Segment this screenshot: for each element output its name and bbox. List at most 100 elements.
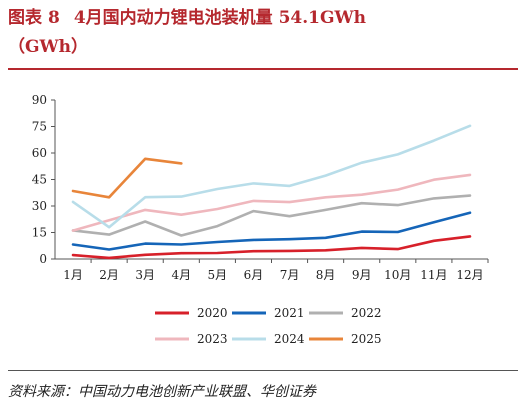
data-point-2024 <box>360 161 363 164</box>
data-point-2020 <box>72 254 74 256</box>
data-point-2021 <box>180 243 183 246</box>
data-point-2021 <box>144 242 147 245</box>
source-note: 资料来源：中国动力电池创新产业联盟、华创证券 <box>8 384 316 400</box>
x-tick-label: 7月 <box>280 268 300 282</box>
x-tick-label: 10月 <box>384 268 411 282</box>
data-point-2021 <box>324 237 327 239</box>
data-point-2022 <box>288 215 291 218</box>
figure-label: 图表 <box>8 8 42 28</box>
data-point-2022 <box>108 233 110 236</box>
series-line-2023 <box>71 173 472 232</box>
x-tick-label: 1月 <box>63 268 83 282</box>
y-tick-label: 60 <box>32 146 47 160</box>
data-point-2021 <box>396 231 399 233</box>
data-point-2024 <box>433 139 435 142</box>
data-point-2023 <box>433 178 435 181</box>
title-divider <box>8 68 518 70</box>
data-point-2020 <box>180 252 183 254</box>
x-tick-label: 11月 <box>420 268 447 282</box>
data-point-2021 <box>360 230 363 233</box>
y-tick-label: 30 <box>32 199 47 213</box>
data-point-2021 <box>216 241 219 243</box>
data-point-2021 <box>469 211 471 214</box>
data-point-2020 <box>144 253 147 256</box>
data-point-2023 <box>108 219 110 222</box>
data-point-2024 <box>144 196 147 198</box>
data-point-2020 <box>360 247 363 249</box>
y-tick-label: 0 <box>39 252 47 266</box>
data-point-2024 <box>396 153 399 156</box>
series-line-2020 <box>71 235 472 260</box>
data-point-2023 <box>72 229 74 232</box>
chart-series <box>71 124 472 260</box>
data-point-2022 <box>469 194 471 197</box>
series-line-2021 <box>71 211 472 251</box>
data-point-2023 <box>288 201 291 203</box>
data-point-2022 <box>324 209 327 211</box>
data-point-2021 <box>433 221 435 224</box>
x-tick-label: 3月 <box>135 268 155 282</box>
data-point-2020 <box>216 252 219 254</box>
series-line-2025 <box>71 157 183 199</box>
data-point-2023 <box>469 174 471 176</box>
x-tick-label: 8月 <box>316 268 336 282</box>
data-point-2024 <box>288 185 291 187</box>
data-point-2024 <box>216 188 219 190</box>
figure-number: 8 <box>48 8 60 28</box>
chart-axes: 0 15 30 45 60 75 90 1月 2月 3月 4月 5月 6月 7月 8月 9月 10月 11月 12月 <box>32 93 489 282</box>
data-point-2020 <box>433 240 435 242</box>
legend-label-2025: 2025 <box>351 332 382 346</box>
data-point-2022 <box>433 197 435 200</box>
unit-label: （GWh） <box>8 37 88 57</box>
data-point-2021 <box>108 248 110 251</box>
legend-label-2023: 2023 <box>197 332 228 346</box>
legend-label-2024: 2024 <box>274 332 305 346</box>
data-point-2024 <box>108 226 110 228</box>
x-tick-label: 6月 <box>244 268 264 282</box>
y-tick-label: 45 <box>32 173 47 187</box>
x-tick-label: 4月 <box>171 268 191 282</box>
data-point-2025 <box>108 196 110 199</box>
x-tick-label: 5月 <box>208 268 228 282</box>
data-point-2023 <box>180 213 183 216</box>
data-point-2023 <box>216 208 219 210</box>
chart-title: 图表 8 4月国内动力锂电池装机量 54.1GWh （GWh） <box>8 4 518 62</box>
data-point-2020 <box>252 250 255 253</box>
figure-title-text: 4月国内动力锂电池装机量 54.1GWh <box>73 8 366 28</box>
data-point-2024 <box>72 201 74 203</box>
legend-label-2022: 2022 <box>351 306 382 320</box>
y-tick-label: 15 <box>32 226 47 240</box>
data-point-2024 <box>469 124 471 127</box>
data-point-2020 <box>396 248 399 250</box>
x-tick-label: 2月 <box>99 268 119 282</box>
series-line-2024 <box>71 124 472 229</box>
data-point-2023 <box>396 188 399 191</box>
chart-legend: 2020 2021 2022 2023 2024 2025 <box>155 306 382 346</box>
legend-label-2020: 2020 <box>197 306 228 320</box>
data-point-2024 <box>252 182 255 185</box>
data-point-2025 <box>144 158 147 160</box>
data-point-2022 <box>144 220 147 223</box>
data-point-2023 <box>252 200 255 202</box>
data-point-2025 <box>180 162 183 165</box>
data-point-2022 <box>396 204 399 206</box>
data-point-2021 <box>72 243 74 246</box>
data-point-2020 <box>324 249 327 252</box>
y-tick-label: 90 <box>32 93 47 107</box>
series-line-2022 <box>71 194 472 237</box>
data-point-2022 <box>252 210 255 212</box>
data-point-2023 <box>144 209 147 211</box>
x-tick-label: 9月 <box>352 268 372 282</box>
data-point-2020 <box>288 250 291 252</box>
data-point-2024 <box>180 195 183 198</box>
data-point-2021 <box>252 239 255 241</box>
y-tick-label: 75 <box>32 120 47 134</box>
legend-label-2021: 2021 <box>274 306 305 320</box>
data-point-2020 <box>108 257 110 259</box>
source-divider <box>8 370 518 371</box>
data-point-2023 <box>360 193 363 196</box>
data-point-2024 <box>324 174 327 177</box>
data-point-2022 <box>216 225 219 227</box>
data-point-2025 <box>72 190 74 192</box>
x-tick-label: 12月 <box>456 268 483 282</box>
